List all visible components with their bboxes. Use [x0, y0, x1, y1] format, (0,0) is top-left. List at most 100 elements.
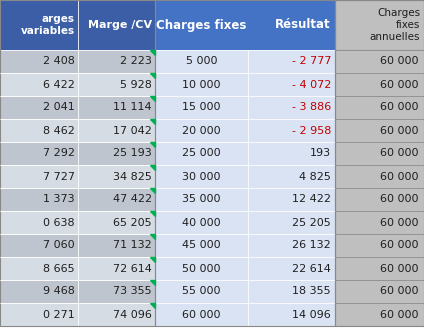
- Bar: [0, 0, 78, 50]
- Text: 74 096: 74 096: [113, 309, 152, 319]
- Text: 8 665: 8 665: [43, 264, 75, 274]
- Bar: [335, 188, 424, 211]
- Text: Marge /CV: Marge /CV: [88, 20, 152, 30]
- Text: - 4 072: - 4 072: [292, 79, 331, 90]
- Text: 2 408: 2 408: [43, 56, 75, 66]
- Bar: [0, 303, 78, 326]
- Text: 50 000: 50 000: [182, 264, 221, 274]
- Bar: [0, 73, 78, 96]
- Bar: [335, 0, 424, 50]
- Bar: [335, 73, 424, 96]
- Text: 73 355: 73 355: [113, 287, 152, 296]
- Polygon shape: [150, 211, 155, 216]
- Bar: [78, 211, 155, 234]
- Bar: [0, 280, 78, 303]
- Text: 60 000: 60 000: [380, 287, 419, 296]
- Polygon shape: [150, 303, 155, 308]
- Text: 17 042: 17 042: [113, 125, 152, 135]
- Polygon shape: [150, 234, 155, 239]
- Text: 26 132: 26 132: [292, 240, 331, 251]
- Bar: [248, 73, 335, 96]
- Bar: [335, 50, 424, 73]
- Bar: [155, 188, 248, 211]
- Text: 60 000: 60 000: [380, 103, 419, 113]
- Bar: [335, 165, 424, 188]
- Bar: [248, 96, 335, 119]
- Bar: [248, 211, 335, 234]
- Bar: [155, 0, 335, 50]
- Text: 30 000: 30 000: [182, 172, 221, 182]
- Bar: [248, 234, 335, 257]
- Bar: [248, 280, 335, 303]
- Polygon shape: [150, 119, 155, 124]
- Text: 45 000: 45 000: [182, 240, 221, 251]
- Bar: [0, 257, 78, 280]
- Text: 60 000: 60 000: [380, 309, 419, 319]
- Polygon shape: [150, 73, 155, 78]
- Bar: [0, 50, 78, 73]
- Bar: [335, 211, 424, 234]
- Bar: [248, 142, 335, 165]
- Text: 60 000: 60 000: [380, 240, 419, 251]
- Polygon shape: [150, 257, 155, 262]
- Text: - 2 777: - 2 777: [292, 56, 331, 66]
- Text: 1 373: 1 373: [43, 195, 75, 205]
- Bar: [335, 257, 424, 280]
- Text: 18 355: 18 355: [293, 287, 331, 296]
- Bar: [335, 303, 424, 326]
- Bar: [248, 119, 335, 142]
- Text: 6 422: 6 422: [43, 79, 75, 90]
- Text: 7 060: 7 060: [43, 240, 75, 251]
- Bar: [0, 96, 78, 119]
- Bar: [0, 211, 78, 234]
- Bar: [0, 234, 78, 257]
- Bar: [78, 234, 155, 257]
- Text: 15 000: 15 000: [182, 103, 221, 113]
- Bar: [248, 188, 335, 211]
- Bar: [78, 50, 155, 73]
- Bar: [335, 142, 424, 165]
- Bar: [155, 142, 248, 165]
- Text: 12 422: 12 422: [292, 195, 331, 205]
- Bar: [0, 165, 78, 188]
- Bar: [155, 119, 248, 142]
- Bar: [78, 0, 155, 50]
- Text: 8 462: 8 462: [43, 125, 75, 135]
- Bar: [335, 119, 424, 142]
- Text: 193: 193: [310, 148, 331, 158]
- Text: 9 468: 9 468: [43, 287, 75, 296]
- Text: 60 000: 60 000: [380, 195, 419, 205]
- Bar: [335, 0, 424, 326]
- Bar: [78, 96, 155, 119]
- Bar: [78, 257, 155, 280]
- Bar: [248, 303, 335, 326]
- Polygon shape: [150, 188, 155, 193]
- Bar: [0, 0, 155, 326]
- Polygon shape: [150, 50, 155, 55]
- Text: 25 205: 25 205: [292, 217, 331, 227]
- Bar: [155, 211, 248, 234]
- Bar: [78, 165, 155, 188]
- Text: 34 825: 34 825: [113, 172, 152, 182]
- Bar: [155, 96, 248, 119]
- Text: 60 000: 60 000: [182, 309, 221, 319]
- Polygon shape: [150, 165, 155, 170]
- Bar: [155, 165, 248, 188]
- Bar: [248, 50, 335, 73]
- Bar: [335, 234, 424, 257]
- Text: 7 727: 7 727: [43, 172, 75, 182]
- Text: 47 422: 47 422: [113, 195, 152, 205]
- Text: 25 000: 25 000: [182, 148, 221, 158]
- Text: Résultat: Résultat: [275, 19, 331, 32]
- Text: 20 000: 20 000: [182, 125, 221, 135]
- Text: - 2 958: - 2 958: [292, 125, 331, 135]
- Bar: [155, 73, 248, 96]
- Bar: [155, 257, 248, 280]
- Text: 10 000: 10 000: [182, 79, 221, 90]
- Text: 11 114: 11 114: [113, 103, 152, 113]
- Text: 5 000: 5 000: [186, 56, 217, 66]
- Text: Charges
fixes
annuelles: Charges fixes annuelles: [369, 8, 420, 42]
- Bar: [155, 303, 248, 326]
- Bar: [335, 96, 424, 119]
- Text: 71 132: 71 132: [113, 240, 152, 251]
